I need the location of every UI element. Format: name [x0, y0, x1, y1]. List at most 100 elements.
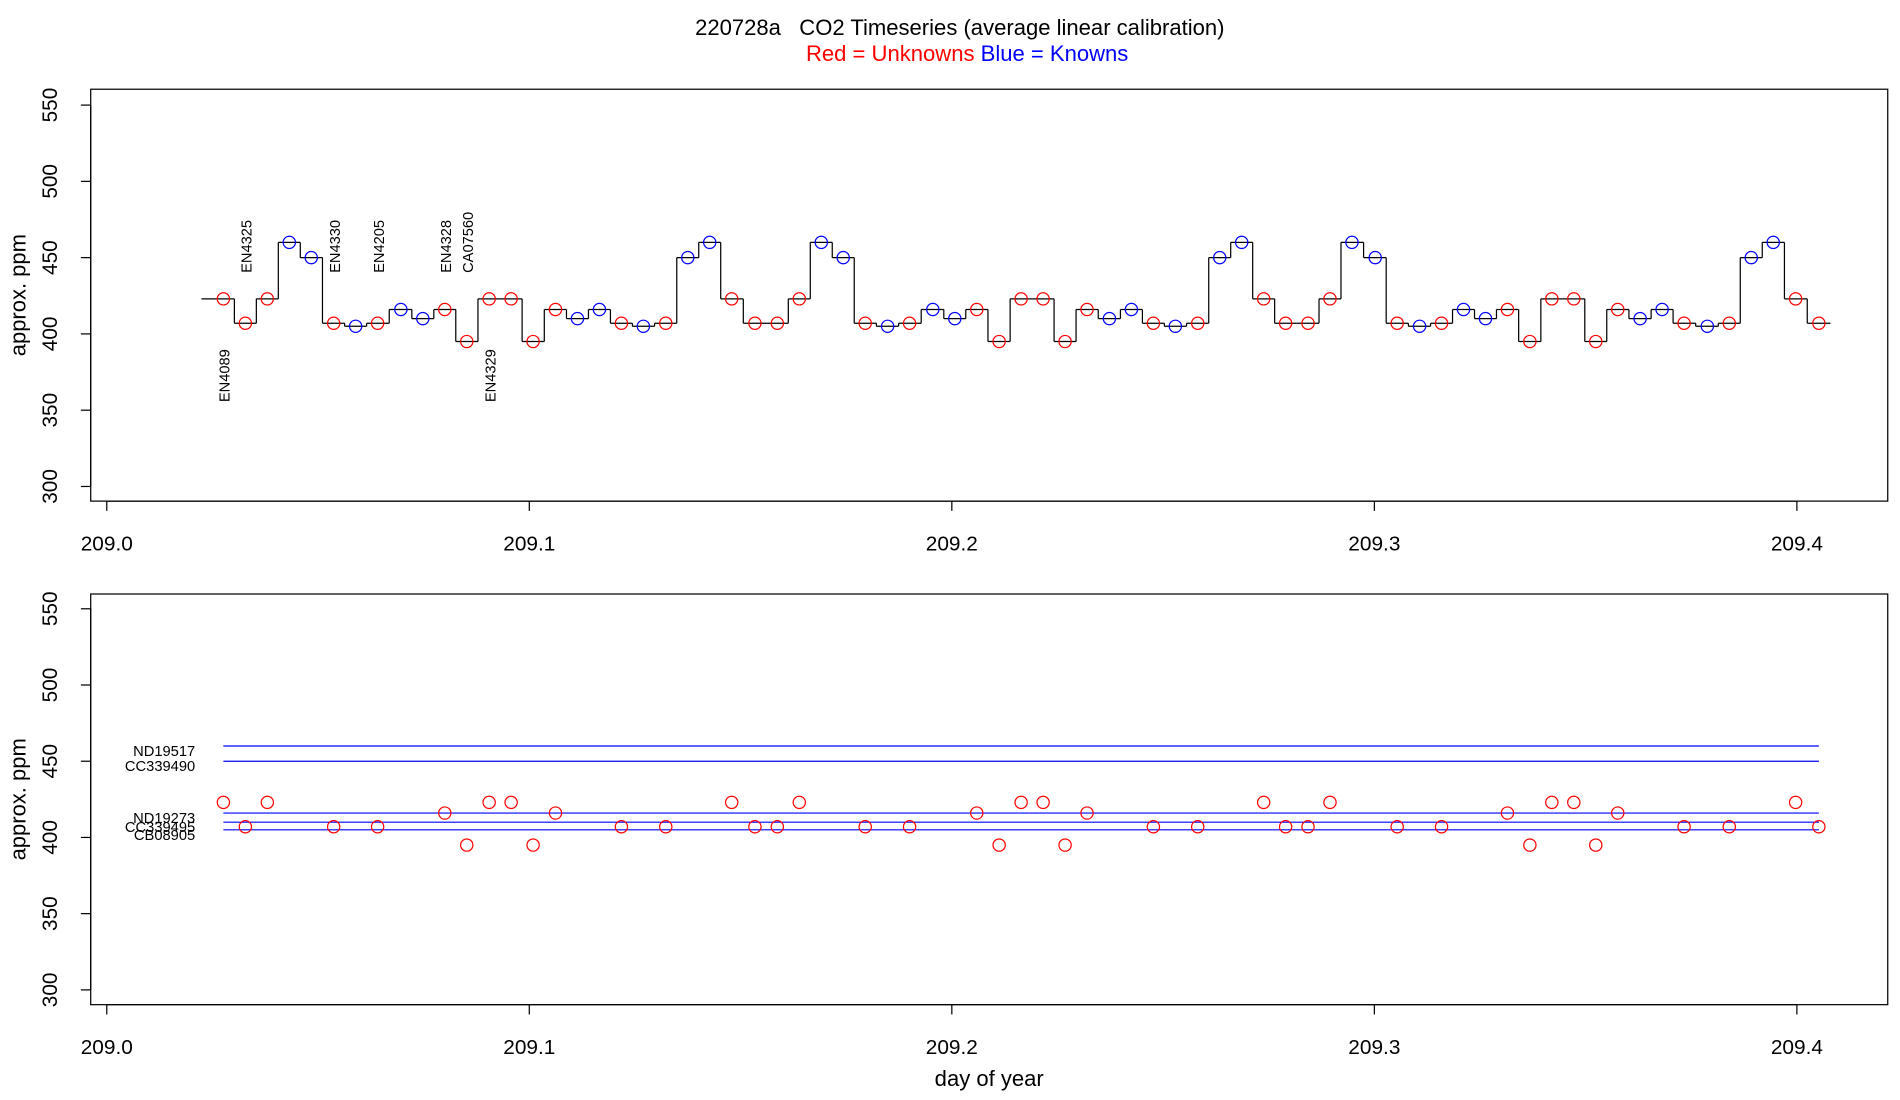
data-point — [1633, 311, 1647, 326]
x-axis-label: day of year — [935, 1066, 1044, 1091]
annotation: EN4325 — [240, 220, 256, 273]
y-tick-label: 500 — [39, 164, 62, 199]
data-point — [482, 795, 496, 810]
data-point — [902, 820, 917, 834]
data-point — [614, 316, 629, 330]
y-tick-label: 450 — [39, 240, 62, 275]
data-point — [216, 292, 231, 306]
data-point — [1168, 319, 1183, 334]
y-tick-label: 450 — [39, 744, 62, 779]
data-point — [1014, 292, 1028, 306]
data-point — [1323, 292, 1337, 306]
reference-label: ND19517 — [133, 744, 195, 760]
data-point — [1434, 316, 1449, 330]
x-tick-label: 209.2 — [926, 533, 978, 556]
data-point — [748, 316, 762, 330]
data-point — [970, 302, 984, 317]
data-point — [416, 311, 430, 326]
data-point — [792, 795, 807, 810]
data-point — [1412, 319, 1427, 334]
subtitle-part: Blue = Knowns — [981, 41, 1129, 66]
data-point — [1589, 334, 1603, 349]
data-point — [836, 250, 850, 265]
data-point — [1677, 316, 1691, 330]
data-point — [1080, 806, 1094, 820]
data-point — [1478, 311, 1493, 326]
annotation: EN4205 — [372, 220, 388, 273]
y-tick-label: 350 — [39, 393, 62, 428]
annotation: EN4329 — [483, 349, 499, 402]
data-point — [1278, 316, 1293, 330]
data-point — [548, 806, 563, 820]
x-tick-label: 209.1 — [503, 533, 555, 556]
data-point — [1722, 316, 1737, 330]
x-tick-label: 209.4 — [1771, 1036, 1823, 1059]
data-point — [1323, 795, 1337, 810]
x-tick-label: 209.3 — [1348, 1036, 1400, 1059]
y-tick-label: 300 — [39, 469, 62, 504]
data-point — [1368, 250, 1382, 265]
data-point — [570, 311, 585, 326]
y-tick-label: 400 — [39, 317, 62, 352]
x-tick-label: 209.0 — [81, 533, 133, 556]
data-point — [992, 838, 1006, 852]
data-point — [1434, 820, 1449, 834]
x-tick-label: 209.0 — [81, 1036, 133, 1059]
data-point — [1102, 311, 1117, 326]
data-point — [970, 806, 984, 820]
data-point — [770, 316, 785, 330]
data-point — [858, 316, 872, 330]
data-point — [1146, 820, 1161, 834]
y-tick-label: 400 — [39, 820, 62, 855]
data-point — [926, 302, 940, 317]
data-point — [548, 302, 563, 317]
data-point — [1589, 838, 1603, 852]
data-point — [1191, 820, 1205, 834]
data-point — [748, 820, 762, 834]
data-point — [1500, 806, 1515, 820]
data-point — [1256, 292, 1271, 306]
data-point — [526, 838, 540, 852]
data-point — [724, 795, 739, 810]
data-point — [260, 292, 275, 306]
y-tick-label: 350 — [39, 896, 62, 931]
data-point — [304, 250, 319, 265]
data-point — [636, 319, 651, 334]
data-point — [1456, 302, 1471, 317]
data-point — [724, 292, 739, 306]
data-point — [792, 292, 807, 306]
annotation: EN4328 — [439, 220, 455, 273]
data-point — [702, 235, 717, 250]
data-point — [1212, 250, 1227, 265]
data-point — [1788, 292, 1803, 306]
data-point — [1058, 334, 1072, 349]
data-point — [238, 316, 253, 330]
data-point — [1256, 795, 1271, 810]
data-point — [326, 820, 341, 834]
x-tick-label: 209.2 — [926, 1036, 978, 1059]
plot-frame — [90, 593, 1889, 1006]
data-point — [460, 838, 474, 852]
y-axis-label: approx. ppm — [5, 738, 30, 860]
data-point — [1545, 292, 1559, 306]
data-point — [1301, 316, 1315, 330]
reference-label: CB08905 — [134, 828, 195, 844]
data-point — [880, 319, 895, 334]
data-point — [1567, 292, 1581, 306]
data-point — [1812, 820, 1826, 834]
data-point — [1700, 319, 1715, 334]
reference-label: CC339495 — [125, 820, 195, 836]
data-point — [216, 795, 231, 810]
data-point — [1655, 302, 1669, 317]
data-point — [1744, 250, 1759, 265]
data-point — [1234, 235, 1249, 250]
data-point — [1301, 820, 1315, 834]
x-tick-label: 209.3 — [1348, 533, 1400, 556]
data-point — [526, 334, 540, 349]
data-point — [1500, 302, 1515, 317]
reference-label: CC339490 — [125, 759, 195, 775]
data-point — [1766, 235, 1780, 250]
data-point — [238, 820, 253, 834]
data-point — [1191, 316, 1205, 330]
